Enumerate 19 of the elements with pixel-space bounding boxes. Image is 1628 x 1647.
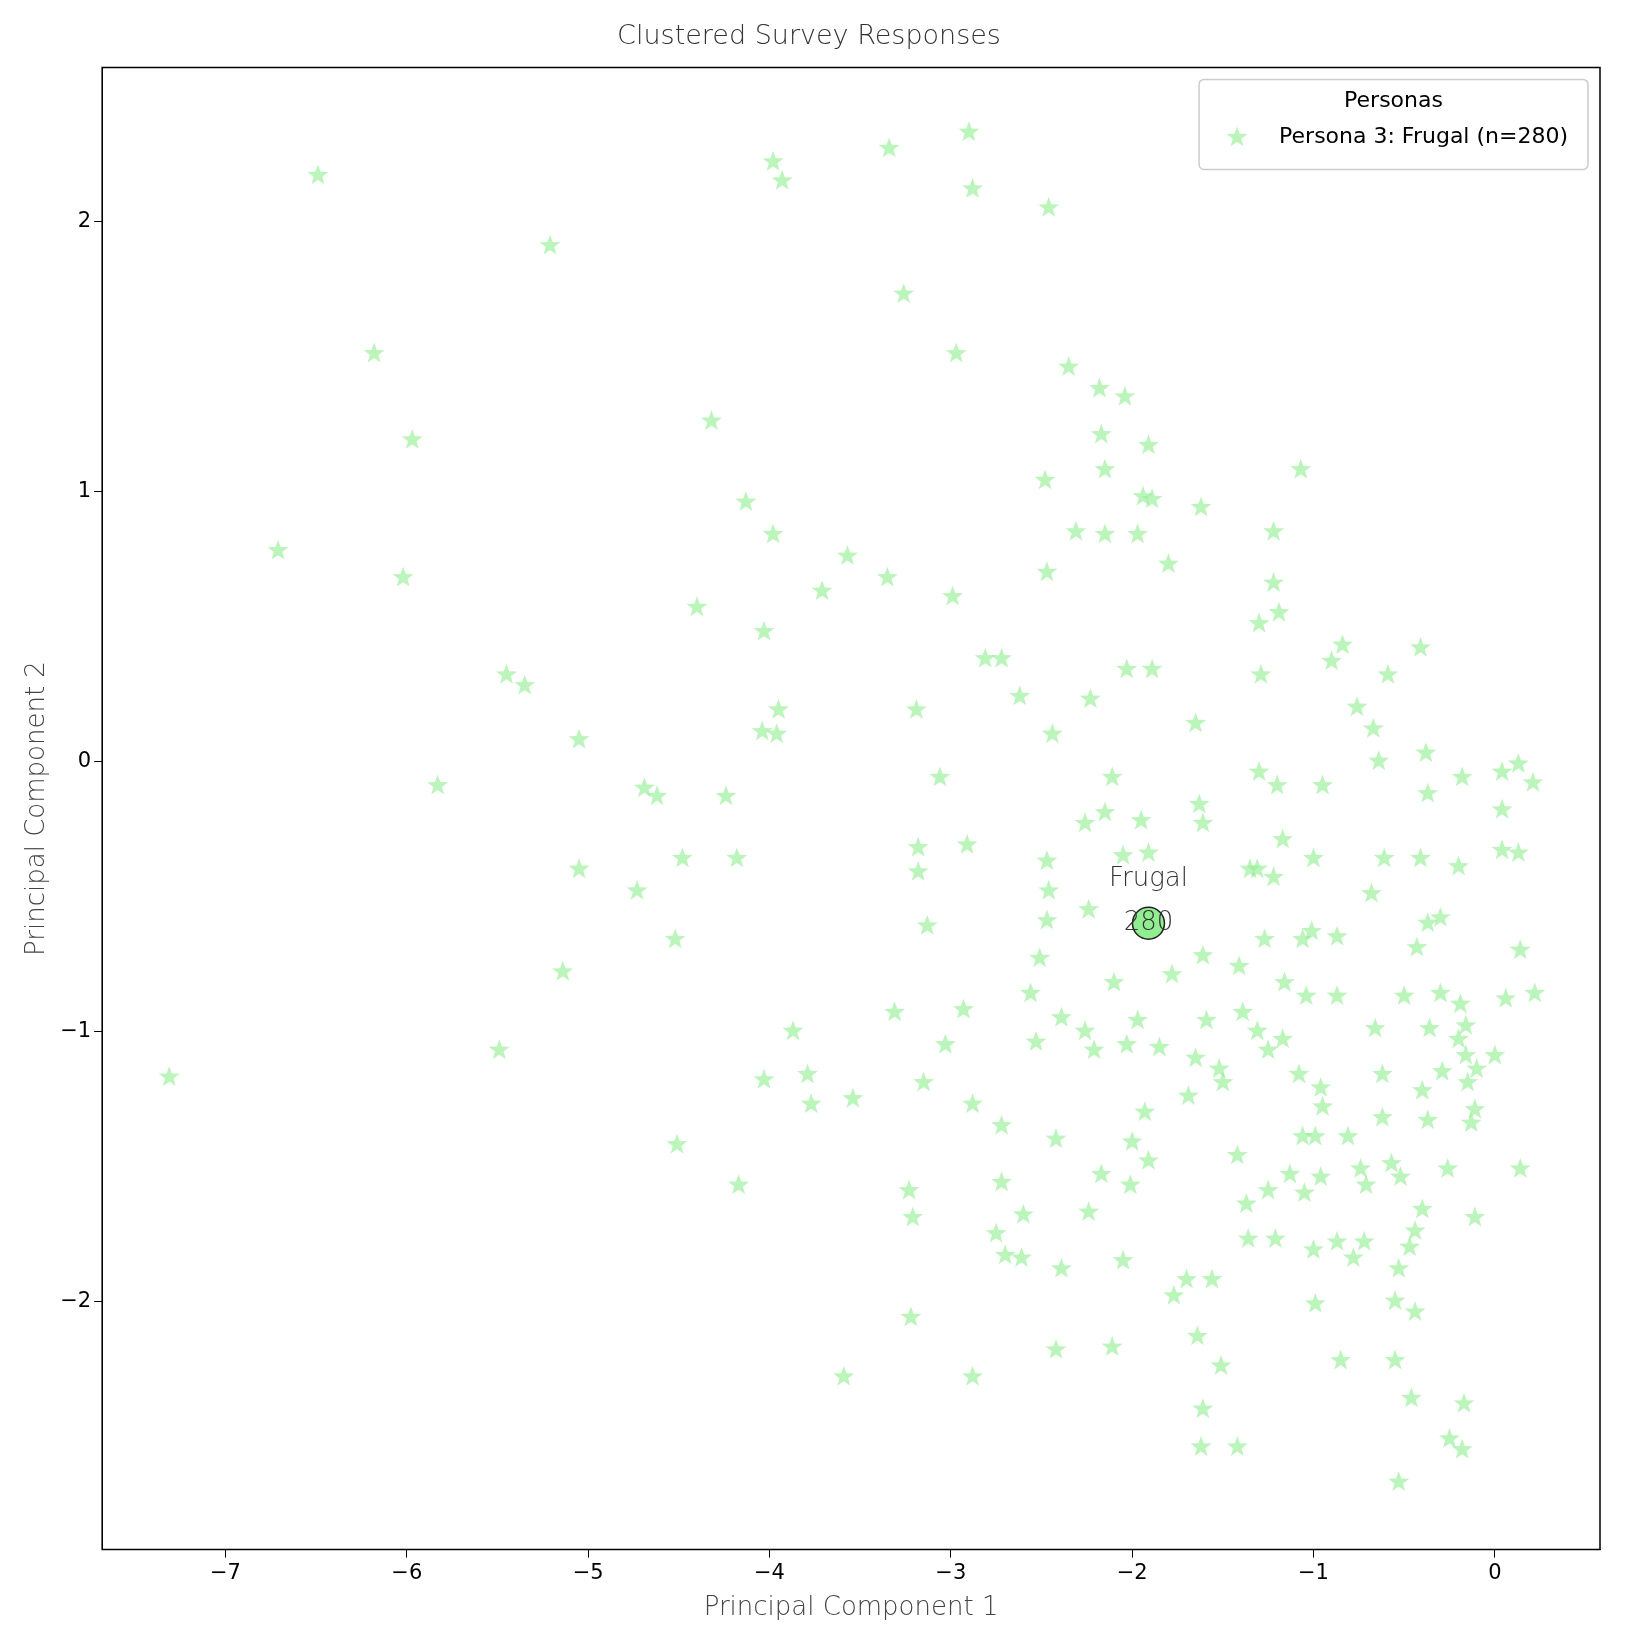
x-tick-label: −1 [1298, 1559, 1329, 1584]
x-tick-label: −6 [391, 1559, 423, 1584]
x-tick-label: −7 [209, 1559, 241, 1584]
y-tick-label: −2 [60, 1287, 92, 1312]
x-axis-title: Principal Component 1 [703, 1591, 999, 1622]
chart-title: Clustered Survey Responses [617, 19, 1001, 51]
y-axis-title: Principal Component 2 [20, 661, 51, 956]
x-tick-label: 0 [1488, 1559, 1502, 1584]
y-tick-label: −1 [60, 1017, 92, 1042]
legend-label: Persona 3: Frugal (n=280) [1279, 123, 1568, 149]
y-tick-label: 2 [77, 207, 92, 232]
y-tick-label: 0 [77, 747, 92, 772]
x-tick-label: −2 [1116, 1559, 1148, 1584]
legend-title: Personas [1344, 87, 1443, 113]
x-tick-label: −4 [753, 1559, 785, 1584]
x-tick-label: −5 [572, 1559, 604, 1584]
annotation: Frugal [1108, 861, 1188, 892]
x-tick-label: −3 [935, 1559, 967, 1584]
y-tick-label: 1 [77, 477, 92, 502]
